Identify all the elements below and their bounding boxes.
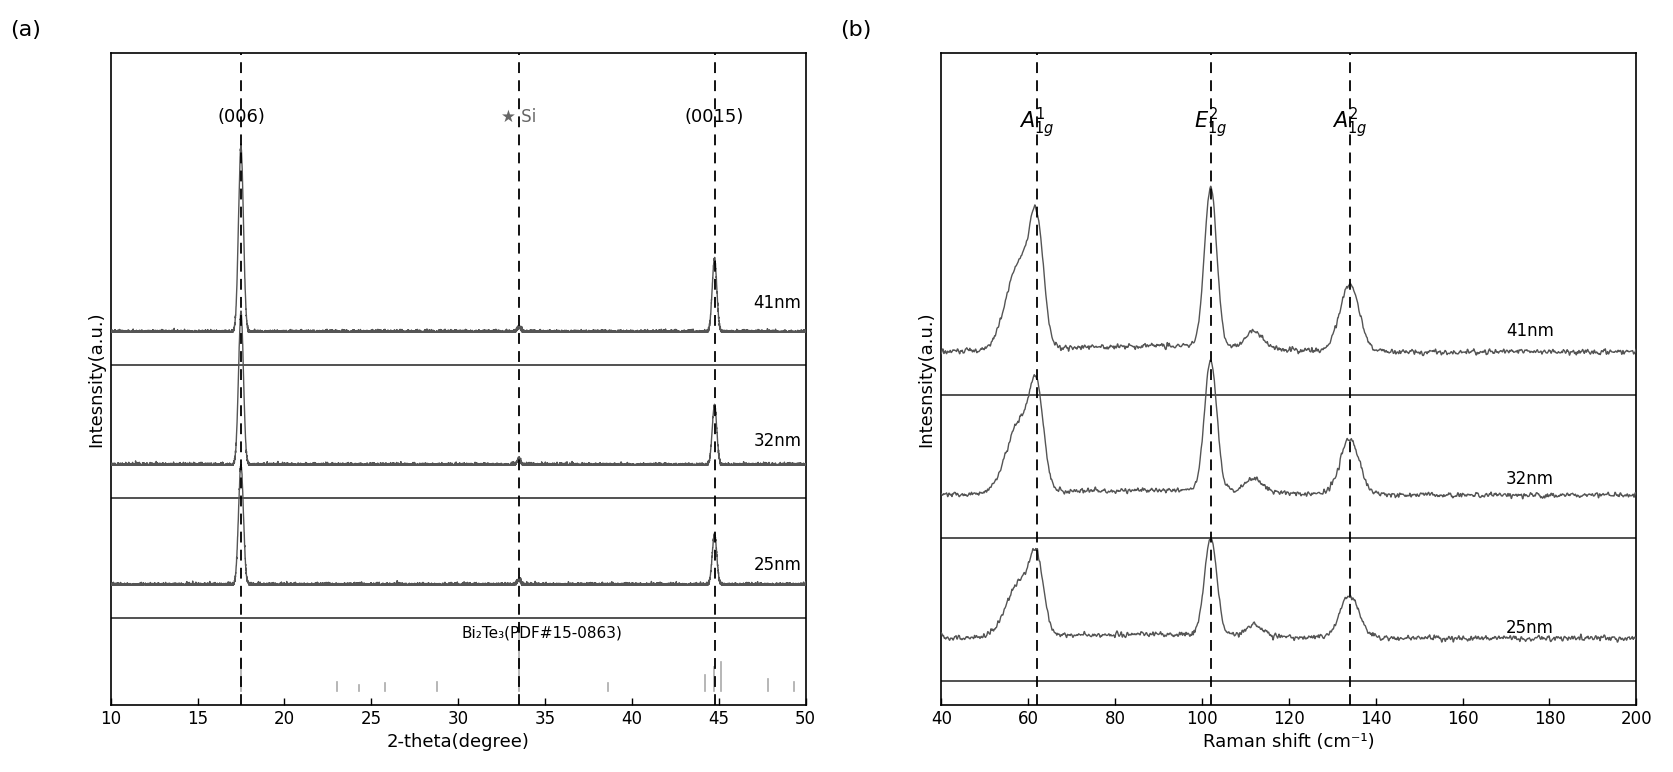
Text: (0015): (0015) bbox=[684, 108, 744, 126]
Text: (a): (a) bbox=[10, 19, 42, 39]
Text: $A^2_{1g}$: $A^2_{1g}$ bbox=[1332, 106, 1367, 141]
Y-axis label: Intesnsity(a.u.): Intesnsity(a.u.) bbox=[87, 311, 105, 446]
X-axis label: 2-theta(degree): 2-theta(degree) bbox=[386, 733, 530, 751]
Y-axis label: Intesnsity(a.u.): Intesnsity(a.u.) bbox=[918, 311, 935, 446]
Text: (b): (b) bbox=[840, 19, 872, 39]
Text: ★ Si: ★ Si bbox=[502, 108, 537, 126]
Text: (006): (006) bbox=[217, 108, 264, 126]
Text: 32nm: 32nm bbox=[753, 432, 801, 450]
Text: 32nm: 32nm bbox=[1506, 470, 1554, 488]
Text: $A^1_{1g}$: $A^1_{1g}$ bbox=[1019, 106, 1054, 141]
Text: Bi₂Te₃(PDF#15-0863): Bi₂Te₃(PDF#15-0863) bbox=[462, 626, 622, 641]
Text: 25nm: 25nm bbox=[1506, 619, 1554, 638]
Text: 41nm: 41nm bbox=[1506, 322, 1554, 340]
Text: 41nm: 41nm bbox=[753, 294, 801, 312]
Text: $E^2_{1g}$: $E^2_{1g}$ bbox=[1195, 106, 1228, 141]
X-axis label: Raman shift (cm⁻¹): Raman shift (cm⁻¹) bbox=[1203, 733, 1375, 751]
Text: 25nm: 25nm bbox=[753, 556, 801, 574]
